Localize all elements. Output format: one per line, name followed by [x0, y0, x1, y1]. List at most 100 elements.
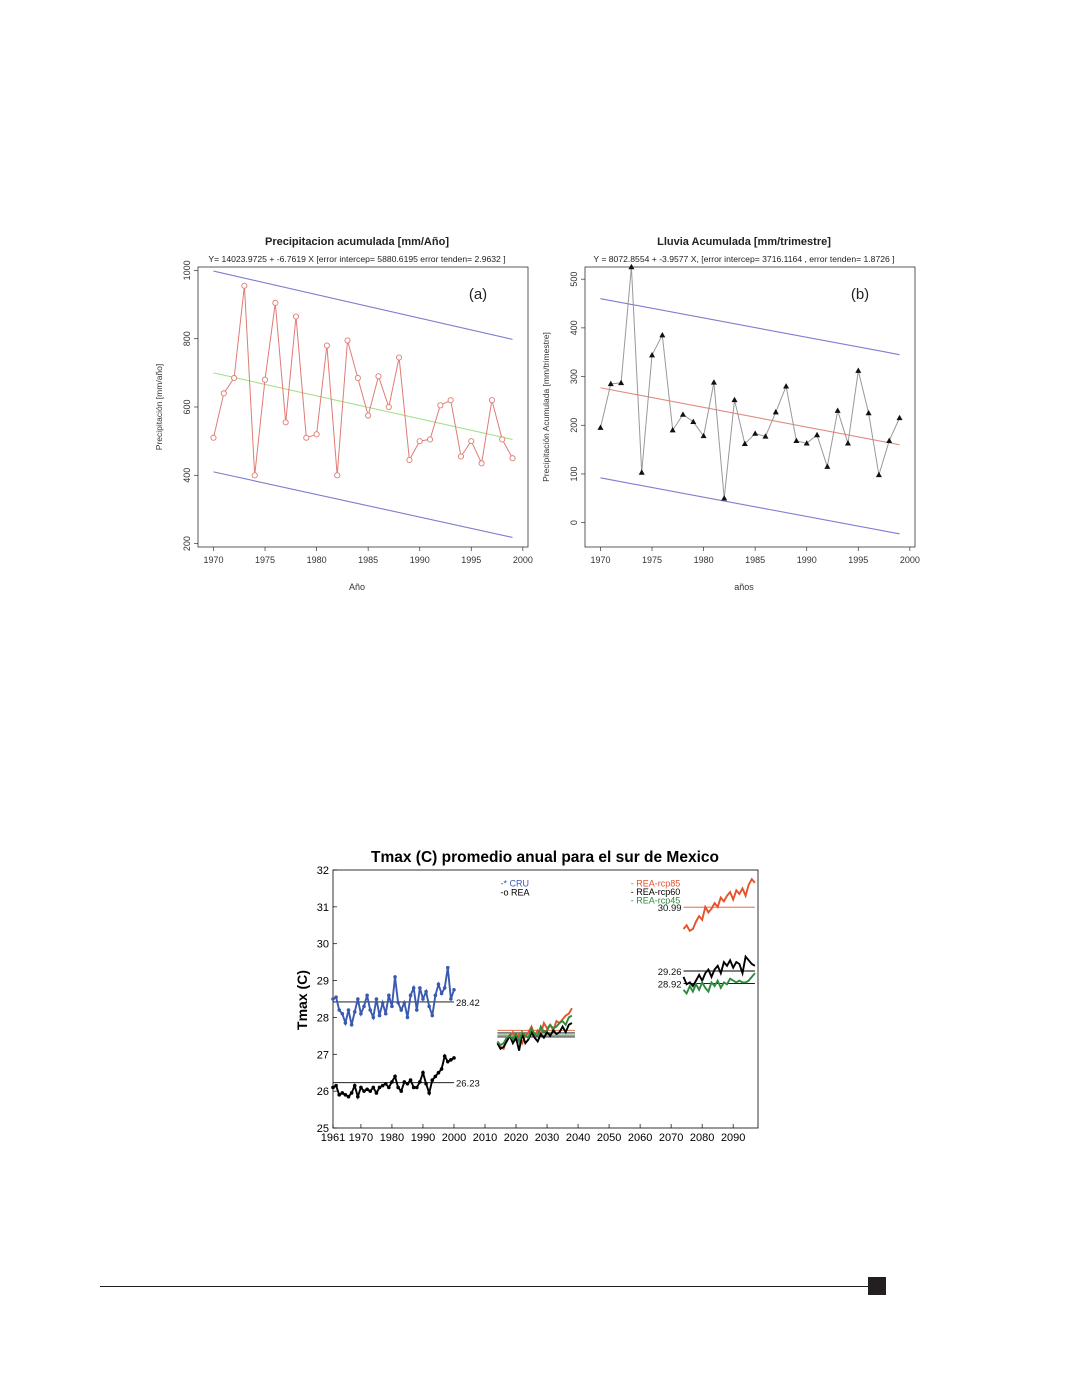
y-tick-label: 25: [317, 1123, 329, 1135]
data-point: [371, 1085, 376, 1090]
data-point: [390, 1080, 394, 1084]
data-point: [356, 1094, 360, 1099]
data-point: [824, 463, 831, 469]
data-point: [468, 438, 475, 445]
data-point: [393, 975, 397, 979]
data-point: [282, 419, 289, 426]
data-point: [346, 1094, 351, 1099]
x-tick-label: 1970: [590, 555, 610, 565]
data-point: [499, 436, 506, 443]
data-point: [457, 453, 465, 460]
data-point: [371, 1015, 376, 1020]
data-point: [442, 1054, 447, 1058]
data-point: [762, 433, 769, 439]
data-point: [783, 383, 790, 389]
series-line: [682, 877, 756, 933]
reference-line-label: 29.26: [658, 967, 682, 978]
data-point: [368, 1089, 373, 1093]
data-point: [700, 432, 707, 439]
data-point: [313, 431, 320, 438]
series-line: [332, 1053, 455, 1100]
y-tick-label: 29: [317, 976, 329, 988]
data-point: [393, 1074, 397, 1079]
data-point: [442, 986, 447, 990]
y-tick-label: 32: [317, 865, 329, 877]
x-tick-label: 1990: [410, 555, 430, 565]
data-point: [618, 379, 625, 386]
chart-a-x-axis-label: Año: [349, 582, 365, 592]
data-point: [346, 1008, 351, 1012]
data-point: [414, 1085, 419, 1090]
chart-c-title: Tmax (C) promedio anual para el sur de M…: [371, 849, 719, 866]
data-series-line: [213, 285, 513, 476]
bound-line-lower: [600, 477, 900, 535]
x-tick-label: 1995: [461, 555, 481, 565]
y-tick-label: 600: [182, 399, 192, 414]
data-point: [396, 354, 403, 361]
data-point: [334, 995, 338, 999]
series-line: [682, 972, 756, 996]
data-point: [365, 1087, 369, 1092]
y-tick-label: 100: [569, 466, 579, 481]
data-point: [488, 397, 495, 404]
data-point: [380, 1083, 385, 1088]
data-point: [814, 431, 821, 438]
x-tick-label: 1980: [380, 1132, 404, 1144]
data-point: [334, 472, 341, 479]
data-point: [387, 993, 391, 998]
data-point: [478, 460, 485, 467]
data-point: [352, 1083, 357, 1088]
data-point: [323, 342, 330, 349]
x-tick-label: 1980: [307, 555, 327, 565]
data-point: [430, 1013, 435, 1018]
data-point: [447, 397, 454, 404]
x-tick-label: 2010: [473, 1132, 497, 1144]
data-point: [374, 1091, 379, 1095]
data-point: [405, 1015, 410, 1020]
x-tick-label: 1985: [745, 555, 765, 565]
data-point: [368, 1008, 373, 1012]
data-point: [383, 1081, 388, 1086]
data-point: [377, 1013, 382, 1018]
data-point: [418, 986, 422, 990]
data-point: [679, 411, 686, 417]
chart-a-title: Precipitacion acumulada [mm/Año]: [265, 236, 449, 248]
chart-b-panel-label: (b): [851, 286, 869, 303]
data-point: [421, 997, 425, 1001]
data-point: [210, 434, 217, 441]
data-point: [377, 1085, 382, 1090]
reference-line-label: 26.23: [456, 1079, 480, 1090]
data-point: [628, 263, 635, 270]
data-point: [362, 1004, 366, 1009]
data-point: [439, 1067, 444, 1071]
data-point: [427, 1004, 431, 1009]
y-tick-label: 27: [317, 1049, 329, 1061]
data-point: [865, 409, 872, 416]
data-point: [402, 1080, 407, 1084]
data-point: [292, 313, 300, 320]
data-point: [875, 471, 882, 478]
series-line: [332, 967, 455, 1027]
data-point: [375, 373, 382, 380]
data-point: [414, 1008, 419, 1012]
data-point: [793, 437, 800, 444]
x-tick-label: 2050: [597, 1132, 621, 1144]
series-line: [496, 1014, 573, 1047]
page-marker-square: [868, 1277, 886, 1295]
data-point: [772, 408, 779, 415]
data-point: [659, 331, 666, 338]
data-point: [896, 414, 903, 421]
data-point: [374, 997, 379, 1001]
chart-precipitacion-anual: Precipitacion acumulada [mm/Año] Y= 1402…: [154, 236, 533, 592]
data-point: [406, 456, 413, 463]
data-point: [426, 436, 434, 443]
data-point: [803, 440, 810, 446]
data-point: [433, 993, 438, 998]
series-line: [682, 954, 756, 988]
data-point: [430, 1078, 435, 1082]
data-point: [349, 1023, 354, 1027]
data-point: [390, 1004, 394, 1009]
data-point: [597, 424, 604, 430]
data-point: [349, 1091, 354, 1095]
